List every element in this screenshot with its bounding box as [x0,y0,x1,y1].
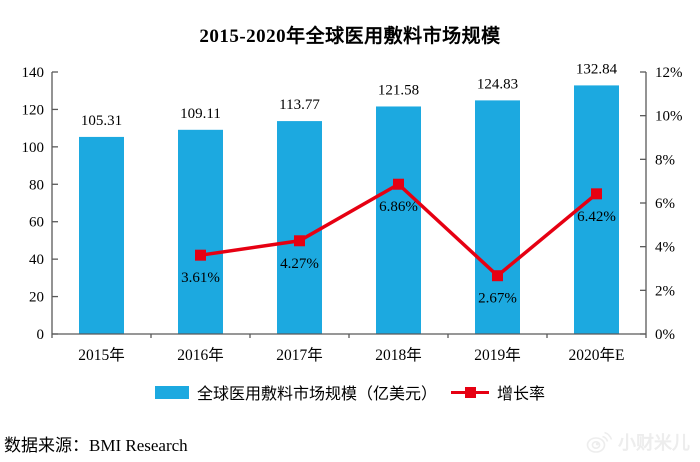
legend-bar-label: 全球医用敷料市场规模（亿美元） [196,386,437,403]
bar-value-label: 109.11 [180,106,221,122]
legend: 全球医用敷料市场规模（亿美元） 增长率 [0,380,700,404]
category-label: 2020年E [569,346,625,364]
bar-2017年 [277,121,322,334]
right-axis-tick-label: 0% [655,327,675,343]
bar-2020年E [574,85,619,334]
line-marker-2018年 [393,178,404,190]
category-label: 2019年 [474,346,521,364]
left-axis-tick-label: 60 [29,215,44,231]
bar-2016年 [178,129,223,334]
right-axis-tick-label: 4% [655,240,675,256]
chart-title: 2015-2020年全球医用敷料市场规模 [199,26,501,47]
chart-plot-area: 105.31 109.11 113.77 121.58 124.83 132.84 0 20 4… [22,61,683,364]
left-axis-tick-label: 140 [22,65,45,81]
weibo-eye-icon [586,431,613,453]
watermark-text: 小财米儿 [618,433,690,453]
line-marker-2017年 [294,235,305,247]
right-axis-tick-label: 8% [655,152,675,168]
line-value-label: 6.42% [577,209,616,225]
left-axis-tick-label: 0 [37,327,45,343]
category-label: 2017年 [276,346,323,364]
bar-2019年 [475,100,520,334]
bar-2015年 [79,136,124,334]
legend-bar-swatch-icon [154,385,189,399]
right-axis-tick-label: 12% [655,65,683,81]
bar-value-label: 121.58 [378,82,419,98]
line-value-label: 6.86% [379,199,418,215]
left-axis-tick-label: 40 [29,252,44,268]
category-label: 2015年 [78,346,125,364]
bar-value-label: 105.31 [81,113,122,129]
legend-line-label: 增长率 [497,386,546,403]
bar-2018年 [376,106,421,335]
legend-line-swatch-icon [451,386,489,398]
legend-line-marker [465,386,476,398]
left-axis-tick-label: 80 [29,177,44,193]
right-axis-tick-label: 2% [655,283,675,299]
line-value-label: 2.67% [478,291,517,307]
line-value-label: 4.27% [280,256,319,272]
left-axis-tick-label: 120 [22,102,45,118]
bar-value-label: 132.84 [576,61,618,77]
watermark: 小财米儿 [585,429,690,455]
right-axis-tick-label: 10% [655,109,683,125]
line-marker-2019年 [492,270,503,282]
left-axis-tick-label: 100 [22,140,45,156]
data-source-note: 数据来源：BMI Research [4,436,188,455]
right-axis-tick-label: 6% [655,196,675,212]
bar-value-label: 124.83 [477,76,518,92]
left-axis-tick-label: 20 [29,290,44,306]
bar-value-label: 113.77 [279,97,320,113]
line-marker-2020年E [591,188,602,200]
category-label: 2018年 [375,346,422,364]
category-label: 2016年 [177,346,224,364]
line-value-label: 3.61% [181,270,220,286]
line-marker-2016年 [195,249,206,261]
